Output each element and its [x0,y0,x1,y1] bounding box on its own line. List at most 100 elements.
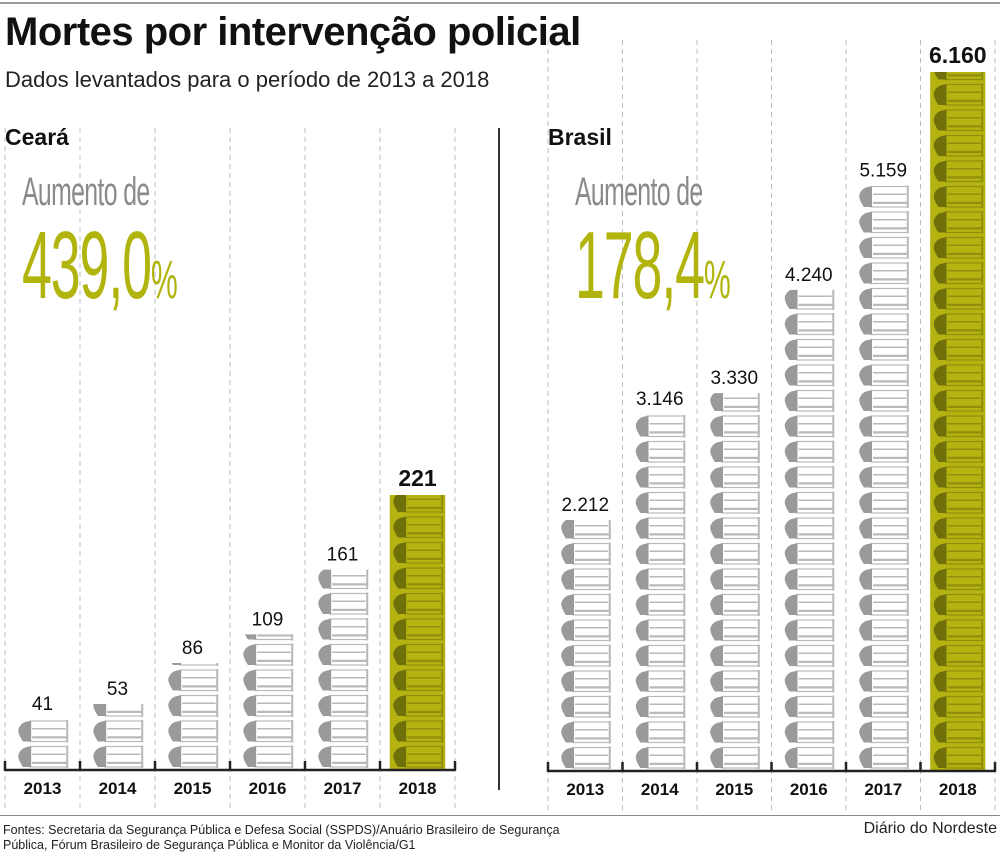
bullet-tip [393,568,407,589]
bar-ceara-2013 [18,696,69,768]
bullet-tip [18,696,31,717]
bullet-tip [168,695,182,716]
bullet-rim [832,746,835,769]
bullet-rim [832,721,835,744]
bullet-tip [933,620,947,641]
bullet-rim [608,568,611,591]
bullet-rim [441,618,444,641]
bullet-rim [832,670,835,693]
bullet-tip [635,492,649,513]
bullet-tip [710,569,724,590]
bullet-rim [683,568,686,591]
bullet-rim [441,643,444,666]
bullet-tip [784,339,798,360]
bullet-rim [981,619,984,642]
category-label: 2016 [790,780,828,799]
bullet-tip [318,695,332,716]
bullet-tip [933,441,947,462]
bullet-rim [832,593,835,616]
bullet-rim [981,185,984,208]
bullet-tip [18,746,32,767]
bullet-tip [393,593,407,614]
bullet-tip [933,492,947,513]
bullet-tip [393,495,407,512]
top-rule [0,2,1000,4]
bullet-rim [608,542,611,565]
bullet-rim [366,618,369,641]
bullet-rim [757,517,760,540]
bullet-tip [859,747,873,768]
bullet-rim [757,466,760,489]
bullet-rim [757,491,760,514]
bullet-rim [981,236,984,259]
bullet-rim [757,644,760,667]
bullet-casing [179,662,218,666]
bullet-rim [981,593,984,616]
bullet-tip [710,620,724,641]
bullet-tip [933,390,947,411]
bullet-rim [906,236,909,259]
bullet-rim [216,669,219,692]
bullet-tip [710,393,724,411]
chart-brasil: 2.212 2013 3.146 2014 3.330 2015 4.240 2016 5.15… [546,40,997,811]
bullet-tip [561,594,575,615]
category-label: 2013 [24,779,62,798]
bullet-tip [859,467,873,488]
bullet-rim [441,745,444,768]
bullet-rim [608,644,611,667]
bullet-rim [981,262,984,285]
bullet-rim [291,634,294,641]
bullet-rim [906,466,909,489]
bullet-rim [683,440,686,463]
bullet-rim [906,211,909,234]
category-label: 2018 [939,780,977,799]
bullet-tip [318,644,332,665]
bullet-rim [366,694,369,717]
bullet-rim [441,567,444,590]
bullet-tip [318,721,332,742]
bullet-rim [832,415,835,438]
bullet-tip [393,542,407,563]
bullet-rim [981,415,984,438]
increase-label-brasil: Aumento de [575,170,703,214]
bullet-rim [906,287,909,310]
bullet-rim [832,644,835,667]
value-label: 109 [252,609,284,630]
bullet-rim [291,669,294,692]
bar-brasil-2018 [930,72,986,771]
bullet-rim [981,313,984,336]
bullet-tip [933,212,947,233]
bullet-rim [981,644,984,667]
bullet-tip [635,543,649,564]
bullet-rim [757,746,760,769]
bullet-rim [683,466,686,489]
bullet-tip [933,569,947,590]
bullet-tip [710,518,724,539]
bullet-rim [832,491,835,514]
bullet-rim [981,83,984,106]
bullet-rim [366,745,369,768]
bullet-stack [318,569,369,768]
bullet-tip [933,467,947,488]
bullet-tip [859,288,873,309]
bullet-rim [291,745,294,768]
bullet-rim [683,593,686,616]
bullet-rim [757,542,760,565]
bullet-rim [757,568,760,591]
category-label: 2016 [249,779,287,798]
bar-ceara-2018 [389,495,446,770]
bullet-rim [216,694,219,717]
bullet-tip [784,492,798,513]
increase-unit-ceara: % [150,250,178,310]
bullet-tip [933,339,947,360]
bullet-tip [93,704,107,716]
bullet-rim [66,720,69,743]
category-label: 2015 [715,780,753,799]
bar-ceara-2017 [318,569,369,768]
bullet-rim [608,721,611,744]
bullet-tip [784,696,798,717]
value-label: 4.240 [785,265,833,286]
bullet-rim [683,517,686,540]
bullet-tip [859,186,873,207]
